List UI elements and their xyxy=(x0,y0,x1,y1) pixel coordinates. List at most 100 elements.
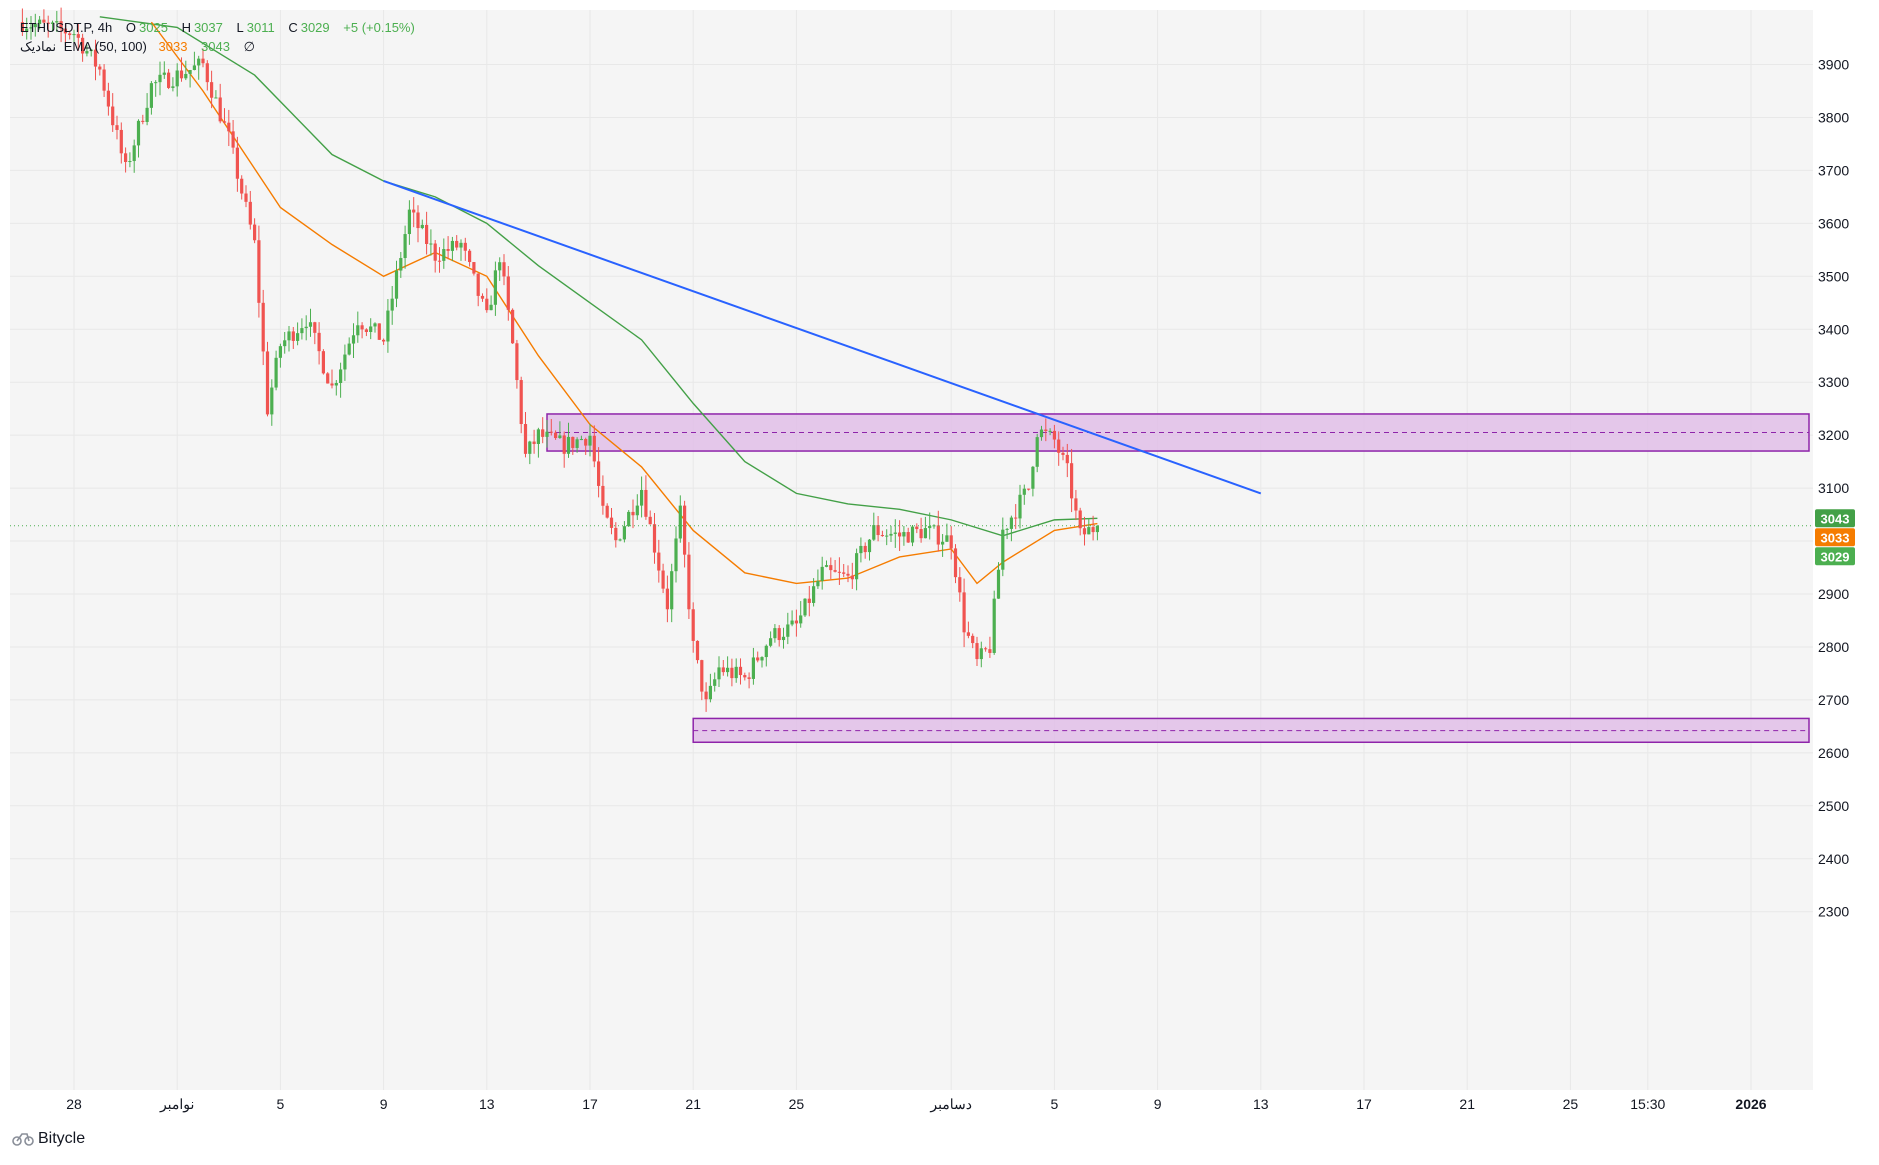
candle-body xyxy=(231,131,235,148)
candle-body xyxy=(592,435,596,462)
candle-body xyxy=(855,553,859,580)
trendline xyxy=(383,180,1262,495)
candle-body xyxy=(171,86,175,88)
candle-body xyxy=(468,250,472,263)
indicator-name[interactable]: EMA (50, 100) xyxy=(63,39,147,54)
candle-body xyxy=(167,72,171,88)
candle-body xyxy=(661,570,665,589)
candle-body xyxy=(394,270,399,299)
candle-body xyxy=(485,298,489,311)
candle-body xyxy=(717,667,721,680)
candle-body xyxy=(326,373,330,384)
candle-body xyxy=(175,70,179,87)
candle-body xyxy=(1074,498,1078,511)
candle-body xyxy=(274,357,278,388)
candle-body xyxy=(162,72,166,75)
candle-body xyxy=(334,383,338,386)
candle-body xyxy=(330,383,334,386)
candle-body xyxy=(687,554,691,610)
candle-body xyxy=(111,106,115,126)
candle-body xyxy=(644,489,648,517)
candle-body xyxy=(519,380,523,425)
candle-body xyxy=(386,310,390,342)
indicator-visibility-icon[interactable]: ∅ xyxy=(243,39,255,54)
candle-body xyxy=(842,572,846,574)
candle-body xyxy=(657,552,661,571)
candle-body xyxy=(678,505,682,539)
candle-body xyxy=(429,243,433,245)
candle-body xyxy=(605,505,609,518)
candle-body xyxy=(670,571,674,610)
candle-body xyxy=(1048,430,1052,432)
x-axis: 28 نوامبر 5 9 13 17 21 25 دسامبر 5 9 13 17 21 25 15:30 2… xyxy=(66,1096,1767,1113)
candle-body xyxy=(859,545,863,554)
x-tick-label: 13 xyxy=(479,1096,495,1112)
candle-body xyxy=(128,161,132,163)
candle-body xyxy=(498,262,502,271)
candle-body xyxy=(734,666,738,679)
candle-body xyxy=(652,524,657,553)
candle-body xyxy=(506,276,510,310)
y-tick-label: 2500 xyxy=(1818,798,1849,814)
candle-body xyxy=(876,525,880,536)
candle-body xyxy=(910,526,915,543)
candle-body xyxy=(1078,510,1082,529)
price-tag-label: 3033 xyxy=(1821,530,1850,545)
candle-body xyxy=(416,212,420,229)
candle-body xyxy=(201,58,205,64)
candle-body xyxy=(356,325,360,336)
candle-body xyxy=(1027,488,1031,490)
ohlc-row: ETHUSDT.P, 4h O 3025 H 3037 L 3011 C 3029 +5… xyxy=(20,20,415,35)
candle-body xyxy=(450,240,454,251)
y-tick-label: 3700 xyxy=(1818,162,1849,178)
candle-body xyxy=(244,193,248,202)
candle-body xyxy=(794,620,798,624)
candle-body xyxy=(93,49,98,67)
candle-body xyxy=(463,242,467,251)
interval-label[interactable]: 4h xyxy=(97,20,113,35)
candle-body xyxy=(691,609,695,641)
candle-body xyxy=(399,258,403,271)
low-value: 3011 xyxy=(246,20,275,35)
candle-body xyxy=(20,22,24,32)
candle-body xyxy=(584,439,588,446)
candle-body xyxy=(476,273,480,296)
candle-body xyxy=(291,331,295,341)
price-tag xyxy=(1815,547,1855,566)
candle-body xyxy=(949,535,953,549)
candle-body xyxy=(287,331,291,341)
candle-body xyxy=(773,628,777,639)
indicator-row[interactable]: نمادیک EMA (50, 100) 3033 3043 ∅ xyxy=(20,37,425,56)
candle-body xyxy=(377,323,381,340)
candle-body xyxy=(42,19,46,23)
candle-body xyxy=(713,679,717,686)
candle-body xyxy=(820,566,824,581)
candle-body xyxy=(1044,429,1048,432)
candle-body xyxy=(347,343,351,355)
symbol-label[interactable]: ETHUSDT.P xyxy=(20,20,91,35)
candle-body xyxy=(743,675,747,678)
ema50-value: 3033 xyxy=(158,39,188,54)
candle-body xyxy=(812,586,816,603)
trendline-group[interactable] xyxy=(383,180,1262,495)
candle-body xyxy=(511,309,515,344)
candle-body xyxy=(1018,494,1022,519)
x-tick-label: 25 xyxy=(1563,1096,1579,1112)
candle-body xyxy=(81,37,85,54)
candle-body xyxy=(89,49,93,52)
x-tick-label: 9 xyxy=(380,1096,388,1112)
brand-logo[interactable]: Bitycle xyxy=(12,1130,85,1148)
candle-body xyxy=(1065,454,1069,464)
x-tick-label: 17 xyxy=(582,1096,598,1112)
x-axis-panel[interactable] xyxy=(10,1090,1879,1120)
candle-body xyxy=(1039,429,1044,438)
candle-body xyxy=(1061,452,1065,455)
candle-body xyxy=(261,302,265,352)
candle-body xyxy=(541,429,545,437)
candle-body xyxy=(455,240,459,248)
x-tick-label: 15:30 xyxy=(1630,1096,1665,1112)
candle-body xyxy=(571,436,575,448)
candle-body xyxy=(928,526,932,529)
